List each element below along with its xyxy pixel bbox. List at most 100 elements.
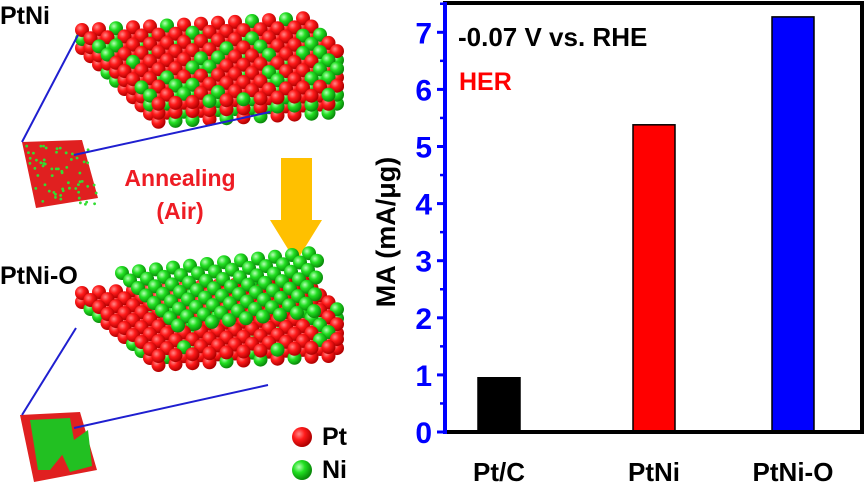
ni-dot xyxy=(86,148,90,152)
ni-atom xyxy=(270,342,285,357)
pt-legend-label: Pt xyxy=(322,423,347,451)
ni-dot xyxy=(61,187,65,191)
ni-dot xyxy=(27,151,30,154)
pt-atom xyxy=(270,90,285,105)
pt-atom xyxy=(330,44,344,59)
ni-dot xyxy=(42,158,46,162)
pt-atom xyxy=(219,345,234,360)
ni-atom xyxy=(256,309,270,324)
pt-atom xyxy=(151,349,166,363)
pt-atom xyxy=(219,93,234,108)
pt-atom xyxy=(202,346,217,361)
ni-dot xyxy=(50,174,54,177)
connector-line xyxy=(73,384,269,429)
ni-dot xyxy=(47,189,51,193)
bar-ptni-o xyxy=(771,16,815,433)
pt-atom xyxy=(253,343,268,358)
ni-atom xyxy=(202,94,217,109)
ni-atom xyxy=(273,307,287,322)
pt-atom xyxy=(185,95,200,109)
ni-dot xyxy=(34,186,38,190)
ptni-particle xyxy=(22,140,98,208)
ni-atom xyxy=(310,253,324,268)
ni-dot xyxy=(36,174,40,177)
ni-dot xyxy=(50,167,54,171)
x-tick-label: PtNi xyxy=(628,457,680,487)
ni-dot xyxy=(59,193,63,197)
pt-atom xyxy=(151,96,166,111)
ni-dot xyxy=(64,151,68,155)
x-tick-label: PtNi-O xyxy=(753,457,834,487)
ni-atom xyxy=(290,305,304,320)
ni-dot xyxy=(78,201,82,205)
ni-dot xyxy=(92,183,96,187)
ni-dot xyxy=(56,167,60,171)
ni-dot xyxy=(77,196,81,200)
ptni-slab xyxy=(75,11,344,129)
ni-atom xyxy=(330,61,344,76)
ni-dot xyxy=(44,146,48,150)
ni-atom xyxy=(308,287,322,302)
ni-dot xyxy=(35,158,38,162)
ni-dot xyxy=(42,144,45,148)
pt-atom xyxy=(185,347,200,362)
ni-atom xyxy=(205,314,219,329)
ni-atom xyxy=(321,87,336,102)
ni-dot xyxy=(60,171,64,175)
ni-dot xyxy=(93,202,96,206)
ni-atom xyxy=(222,313,236,328)
ni-legend-label: Ni xyxy=(322,456,347,484)
ni-dot xyxy=(80,180,84,183)
y-tick-label: 1 xyxy=(415,360,432,393)
ni-dot xyxy=(28,156,32,160)
schematic-graphics xyxy=(20,11,344,482)
ni-dot xyxy=(43,162,47,166)
ni-dot xyxy=(59,197,63,201)
ni-dot xyxy=(54,192,57,196)
ni-atom xyxy=(188,316,202,331)
ni-atom xyxy=(236,92,251,107)
annealing-label: Annealing (Air) xyxy=(100,165,260,225)
ni-dot xyxy=(86,185,90,188)
y-axis-title: MA (mA/μg) xyxy=(371,157,401,308)
pt-atom xyxy=(321,340,336,354)
y-tick-label: 7 xyxy=(415,17,432,50)
ni-dot xyxy=(78,171,82,175)
ni-dot xyxy=(41,199,45,203)
ni-dot xyxy=(94,191,98,195)
pt-atom xyxy=(330,78,344,93)
pt-atom xyxy=(287,341,302,356)
ni-dot xyxy=(85,200,89,204)
ni-dot xyxy=(33,166,37,170)
ni-atom xyxy=(309,270,323,285)
ni-dot xyxy=(66,181,70,185)
ni-dot xyxy=(68,186,71,190)
pt-atom xyxy=(236,344,251,359)
bar-pt-c xyxy=(477,377,521,433)
ni-dot xyxy=(82,160,86,164)
schematic-panel: Pt Ni PtNi-O xyxy=(0,0,350,493)
ni-dot xyxy=(32,151,35,155)
ni-atom xyxy=(171,318,185,333)
connector-line xyxy=(21,327,77,416)
y-tick-label: 5 xyxy=(415,132,432,165)
pt-atom xyxy=(168,348,183,363)
ni-dot xyxy=(58,146,62,150)
ni-dot xyxy=(55,147,59,151)
ni-dot xyxy=(52,191,56,194)
pt-legend-icon xyxy=(292,427,312,447)
potential-annotation: -0.07 V vs. RHE xyxy=(458,22,647,52)
ni-dot xyxy=(86,161,90,165)
ptni-o-structure-label: PtNi-O xyxy=(0,262,78,290)
ni-dot xyxy=(39,161,43,165)
ni-dot xyxy=(55,150,58,154)
ni-dot xyxy=(39,144,43,148)
y-tick-label: 4 xyxy=(415,189,432,222)
bar-ptni xyxy=(632,124,676,433)
reaction-annotation: HER xyxy=(459,68,512,96)
y-tick-label: 2 xyxy=(415,303,432,336)
ni-dot xyxy=(69,158,73,161)
y-tick-label: 3 xyxy=(415,246,432,279)
ni-dot xyxy=(28,161,32,165)
